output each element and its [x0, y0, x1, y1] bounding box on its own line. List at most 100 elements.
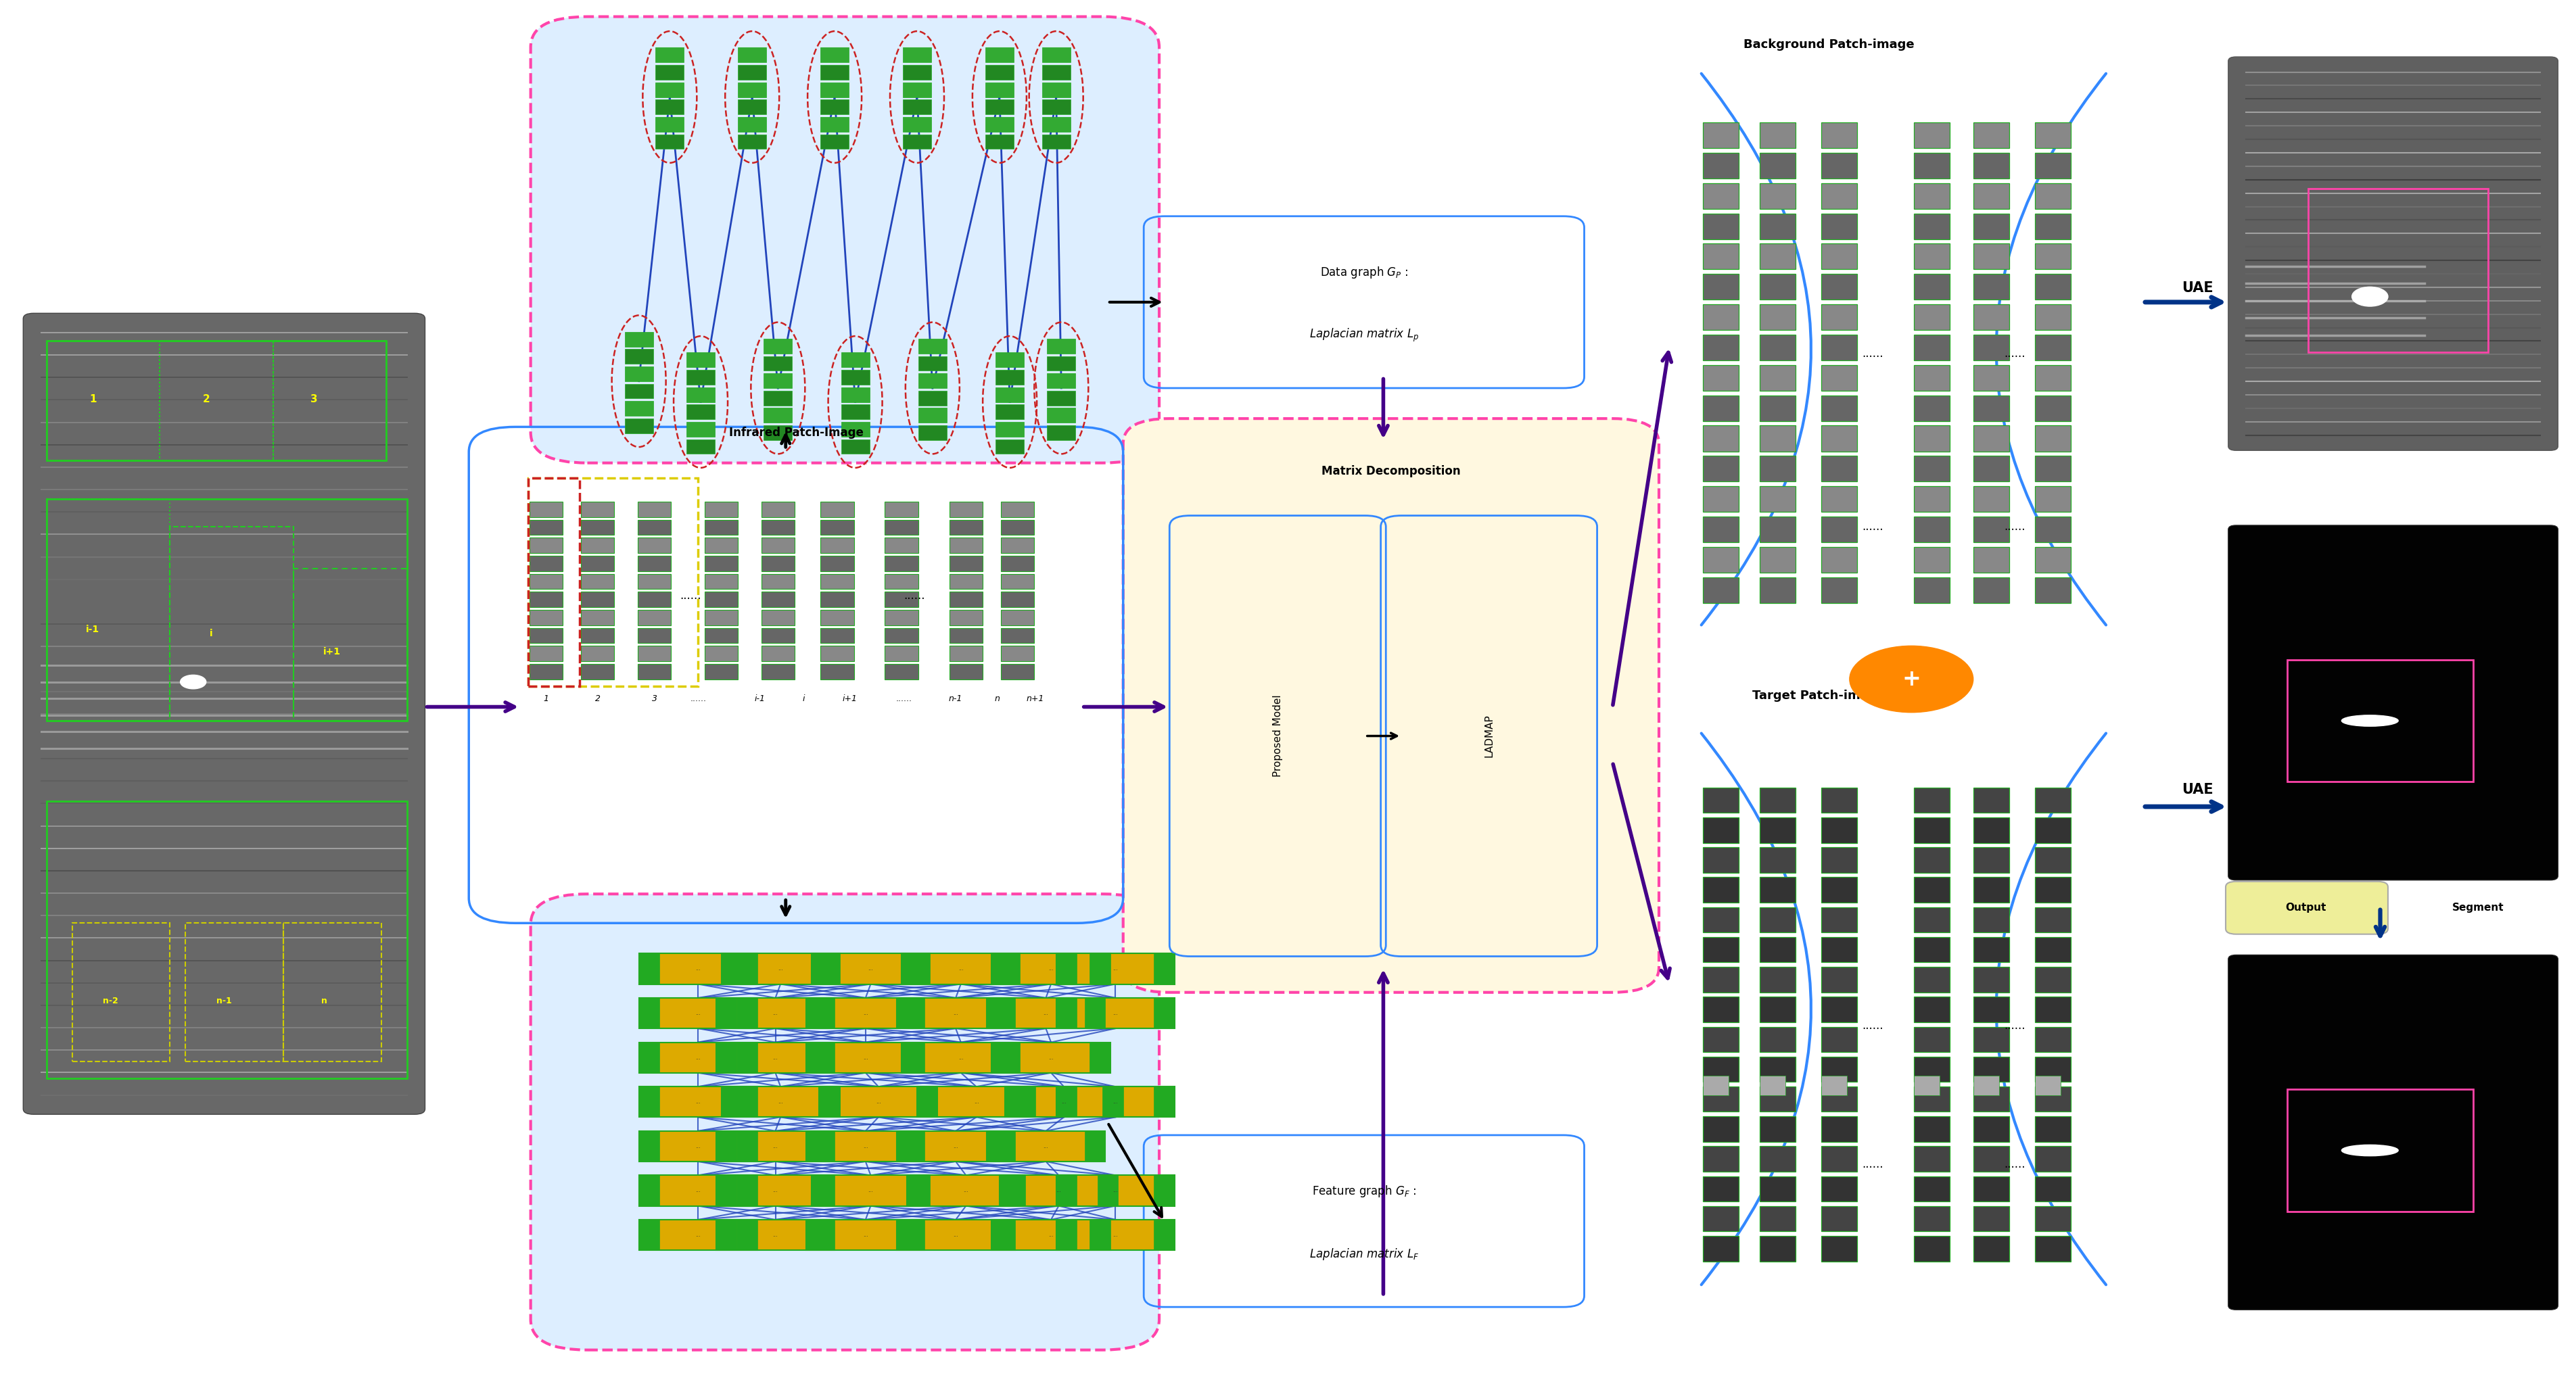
Bar — [2035, 456, 2071, 482]
Bar — [999, 1175, 1118, 1206]
Bar — [999, 502, 1033, 517]
Bar — [1056, 1087, 1175, 1117]
Bar — [762, 556, 793, 571]
Bar — [896, 998, 917, 1028]
Bar — [2035, 426, 2071, 452]
Bar — [639, 1220, 757, 1250]
Bar — [840, 387, 871, 402]
Bar — [1703, 517, 1739, 542]
Bar — [902, 954, 1020, 984]
Bar — [819, 116, 850, 132]
Bar — [819, 65, 850, 79]
Bar — [716, 1042, 835, 1073]
Bar — [1056, 1220, 1077, 1250]
Bar — [762, 538, 793, 553]
Bar — [636, 520, 670, 535]
Bar — [528, 646, 562, 661]
Bar — [1821, 1076, 1847, 1095]
Bar — [994, 370, 1025, 384]
Text: ...: ... — [773, 1143, 778, 1149]
Text: ...: ... — [1043, 1010, 1048, 1016]
Bar — [528, 664, 562, 679]
Bar — [1914, 183, 1950, 209]
Bar — [904, 998, 925, 1028]
Text: ...: ... — [773, 1188, 778, 1193]
Bar — [1759, 426, 1795, 452]
Bar — [528, 556, 562, 571]
Bar — [811, 1175, 832, 1206]
Bar — [811, 954, 930, 984]
Text: Proposed Model: Proposed Model — [1273, 694, 1283, 778]
Bar — [1821, 1177, 1857, 1202]
Bar — [1914, 1177, 1950, 1202]
Bar — [639, 1042, 659, 1073]
Text: ...: ... — [953, 1010, 958, 1016]
Bar — [1154, 1220, 1175, 1250]
Bar — [1914, 787, 1950, 814]
Bar — [896, 1131, 917, 1161]
Bar — [2035, 787, 2071, 814]
Bar — [948, 628, 984, 643]
Bar — [1973, 395, 2009, 421]
Bar — [1973, 1206, 2009, 1231]
Bar — [1759, 244, 1795, 269]
Bar — [1703, 213, 1739, 240]
Bar — [806, 1131, 827, 1161]
Bar — [580, 556, 613, 571]
Bar — [992, 954, 1110, 984]
Text: Laplacian matrix $L_p$: Laplacian matrix $L_p$ — [1309, 327, 1419, 344]
Text: ...: ... — [1048, 1055, 1054, 1060]
Bar — [917, 373, 948, 388]
Bar — [1759, 122, 1795, 148]
Bar — [580, 646, 613, 661]
Bar — [762, 407, 793, 423]
Bar — [2035, 1177, 2071, 1202]
Bar — [580, 628, 613, 643]
Bar — [1759, 365, 1795, 391]
Text: ...: ... — [876, 1099, 881, 1105]
Text: ...: ... — [863, 1055, 868, 1060]
Bar — [840, 405, 871, 419]
Bar — [706, 592, 739, 607]
Text: ...: ... — [1113, 1099, 1118, 1105]
Bar — [1821, 906, 1857, 933]
Bar — [1973, 997, 2009, 1023]
Bar — [1041, 134, 1072, 148]
Bar — [706, 664, 739, 679]
Bar — [806, 1220, 925, 1250]
Text: ...: ... — [963, 1188, 969, 1193]
Bar — [2287, 660, 2473, 782]
Bar — [639, 1087, 757, 1117]
Bar — [1914, 395, 1950, 421]
Bar — [992, 1042, 1110, 1073]
Text: 2: 2 — [204, 394, 209, 405]
Bar — [902, 65, 933, 79]
FancyBboxPatch shape — [531, 894, 1159, 1350]
Text: ...: ... — [778, 1099, 783, 1105]
Text: ......: ...... — [1862, 1020, 1883, 1031]
Bar — [917, 338, 948, 353]
Text: +: + — [1901, 668, 1922, 690]
Bar — [1973, 1056, 2009, 1082]
Text: ...: ... — [1061, 1099, 1066, 1105]
Bar — [1703, 1177, 1739, 1202]
Bar — [999, 520, 1033, 535]
Bar — [639, 1175, 757, 1206]
Bar — [1914, 305, 1950, 330]
Bar — [819, 592, 855, 607]
Bar — [1914, 244, 1950, 269]
Bar — [1759, 787, 1795, 814]
Bar — [2035, 1206, 2071, 1231]
Bar — [1914, 1076, 1940, 1095]
Bar — [160, 341, 273, 460]
Bar — [909, 954, 930, 984]
Bar — [811, 954, 832, 984]
Bar — [580, 502, 613, 517]
Bar — [1046, 356, 1077, 370]
Text: Laplacian matrix $L_F$: Laplacian matrix $L_F$ — [1309, 1246, 1419, 1261]
Bar — [819, 100, 850, 114]
Bar — [1973, 1027, 2009, 1052]
Bar — [814, 1131, 835, 1161]
Bar — [1759, 1177, 1795, 1202]
Bar — [46, 341, 160, 460]
